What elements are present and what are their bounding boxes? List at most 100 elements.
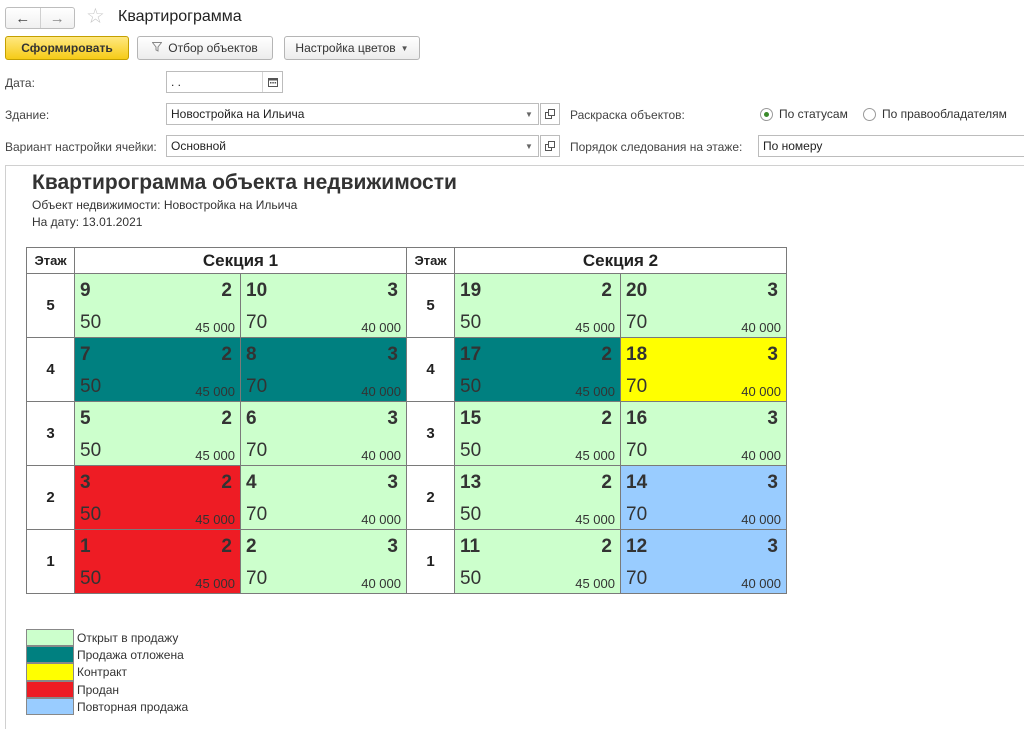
forward-arrow-icon[interactable]: → — [39, 8, 75, 28]
legend-item: Открыт в продажу — [26, 629, 188, 647]
open-cell-variant-icon[interactable] — [540, 135, 560, 157]
apartment-cell[interactable]: 17 2 50 45 000 — [454, 337, 621, 402]
color-settings-button[interactable]: Настройка цветов ▼ — [284, 36, 420, 60]
cell-variant-select[interactable]: Основной ▼ — [166, 135, 539, 157]
cell-variant-label: Вариант настройки ячейки: — [5, 140, 157, 154]
apartment-rooms: 3 — [767, 344, 778, 365]
apartment-area: 70 — [626, 504, 648, 525]
apartment-price: 45 000 — [195, 448, 235, 463]
chevron-down-icon[interactable]: ▼ — [525, 141, 533, 151]
date-field[interactable]: . . — [166, 71, 283, 93]
apartment-rooms: 2 — [221, 408, 232, 429]
chevron-down-icon[interactable]: ▼ — [525, 109, 533, 119]
apartment-cell[interactable]: 6 3 70 40 000 — [240, 401, 407, 466]
apartment-cell[interactable]: 9 2 50 45 000 — [74, 273, 241, 338]
radio-by-owner-label: По правообладателям — [882, 107, 1007, 121]
apartment-area: 70 — [246, 440, 268, 461]
apartment-number: 11 — [460, 536, 481, 557]
open-building-icon[interactable] — [540, 103, 560, 125]
apartment-price: 45 000 — [195, 320, 235, 335]
floor-number: 4 — [26, 337, 75, 402]
floor-number: 1 — [26, 529, 75, 594]
filter-objects-label: Отбор объектов — [168, 41, 258, 55]
apartment-area: 70 — [626, 376, 648, 397]
title-bar: ← → ☆ Квартирограмма — [0, 0, 1024, 34]
filter-funnel-icon — [151, 41, 163, 55]
apartment-number: 12 — [626, 536, 648, 557]
apartment-number: 1 — [80, 536, 91, 557]
apartment-number: 6 — [246, 408, 257, 429]
apartment-cell[interactable]: 12 3 70 40 000 — [620, 529, 787, 594]
back-arrow-icon[interactable]: ← — [15, 9, 31, 27]
floor-number: 5 — [406, 273, 455, 338]
nav-group: ← → — [5, 7, 75, 29]
building-select[interactable]: Новостройка на Ильича ▼ — [166, 103, 539, 125]
legend-swatch — [26, 680, 74, 699]
order-select[interactable]: По номеру — [758, 135, 1024, 157]
legend: Открыт в продажу Продажа отложена Контракт… — [26, 629, 188, 716]
apartment-cell[interactable]: 4 3 70 40 000 — [240, 465, 407, 530]
apartment-cell[interactable]: 19 2 50 45 000 — [454, 273, 621, 338]
apartment-cell[interactable]: 18 3 70 40 000 — [620, 337, 787, 402]
apartment-number: 10 — [246, 280, 268, 301]
apartment-price: 45 000 — [575, 512, 615, 527]
report-title: Квартирограмма объекта недвижимости — [32, 171, 457, 194]
apartment-cell[interactable]: 7 2 50 45 000 — [74, 337, 241, 402]
apartment-rooms: 2 — [601, 280, 612, 301]
radio-unchecked-icon — [863, 107, 876, 121]
floor-row: 4 7 2 50 45 000 8 3 70 40 000 4 17 2 50 45 000 18 3 70 40… — [26, 337, 787, 402]
apartment-area: 50 — [80, 568, 102, 589]
floor-number: 4 — [406, 337, 455, 402]
apartment-rooms: 2 — [221, 472, 232, 493]
apartment-cell[interactable]: 5 2 50 45 000 — [74, 401, 241, 466]
apartment-area: 50 — [80, 440, 102, 461]
apartment-cell[interactable]: 10 3 70 40 000 — [240, 273, 407, 338]
legend-label: Открыт в продажу — [77, 630, 179, 645]
date-label: Дата: — [5, 76, 35, 90]
generate-button[interactable]: Сформировать — [5, 36, 129, 60]
radio-by-status-label: По статусам — [779, 107, 848, 121]
radio-by-status[interactable]: По статусам — [760, 107, 848, 121]
apartment-area: 50 — [460, 504, 482, 525]
apartment-cell[interactable]: 13 2 50 45 000 — [454, 465, 621, 530]
apartment-number: 13 — [460, 472, 482, 493]
apartment-cell[interactable]: 16 3 70 40 000 — [620, 401, 787, 466]
apartment-area: 50 — [460, 312, 482, 333]
floor-header: Этаж — [26, 247, 75, 274]
floor-number: 2 — [406, 465, 455, 530]
section-header: Секция 1 — [74, 247, 407, 274]
apartment-area: 70 — [246, 312, 268, 333]
legend-swatch — [26, 645, 74, 664]
apartment-number: 4 — [246, 472, 257, 493]
apartment-number: 7 — [80, 344, 91, 365]
calendar-icon[interactable] — [262, 72, 282, 92]
apartment-rooms: 2 — [601, 472, 612, 493]
apartment-rooms: 3 — [387, 536, 398, 557]
apartment-rooms: 3 — [387, 344, 398, 365]
floor-number: 2 — [26, 465, 75, 530]
apartment-cell[interactable]: 20 3 70 40 000 — [620, 273, 787, 338]
radio-by-owner[interactable]: По правообладателям — [863, 107, 1007, 121]
apartment-number: 16 — [626, 408, 648, 429]
apartment-cell[interactable]: 3 2 50 45 000 — [74, 465, 241, 530]
apartment-cell[interactable]: 2 3 70 40 000 — [240, 529, 407, 594]
apartment-price: 40 000 — [741, 320, 781, 335]
apartment-price: 40 000 — [361, 512, 401, 527]
apartment-rooms: 3 — [387, 472, 398, 493]
apartment-price: 40 000 — [361, 576, 401, 591]
filter-objects-button[interactable]: Отбор объектов — [137, 36, 273, 60]
chevron-down-icon: ▼ — [400, 43, 409, 53]
apartment-area: 70 — [246, 568, 268, 589]
favorite-star-icon[interactable]: ☆ — [86, 5, 105, 28]
apartment-number: 14 — [626, 472, 648, 493]
apartment-cell[interactable]: 8 3 70 40 000 — [240, 337, 407, 402]
apartment-cell[interactable]: 15 2 50 45 000 — [454, 401, 621, 466]
apartment-price: 45 000 — [575, 320, 615, 335]
apartment-cell[interactable]: 14 3 70 40 000 — [620, 465, 787, 530]
apartment-cell[interactable]: 1 2 50 45 000 — [74, 529, 241, 594]
legend-item: Продажа отложена — [26, 645, 188, 664]
floor-row: 3 5 2 50 45 000 6 3 70 40 000 3 15 2 50 45 000 16 3 70 40… — [26, 401, 787, 466]
apartment-cell[interactable]: 11 2 50 45 000 — [454, 529, 621, 594]
apartment-rooms: 2 — [601, 536, 612, 557]
apartment-area: 70 — [626, 312, 648, 333]
